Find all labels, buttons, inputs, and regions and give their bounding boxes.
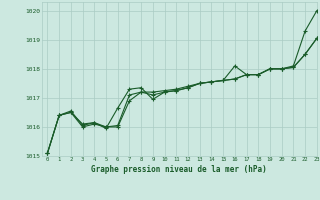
- X-axis label: Graphe pression niveau de la mer (hPa): Graphe pression niveau de la mer (hPa): [91, 165, 267, 174]
